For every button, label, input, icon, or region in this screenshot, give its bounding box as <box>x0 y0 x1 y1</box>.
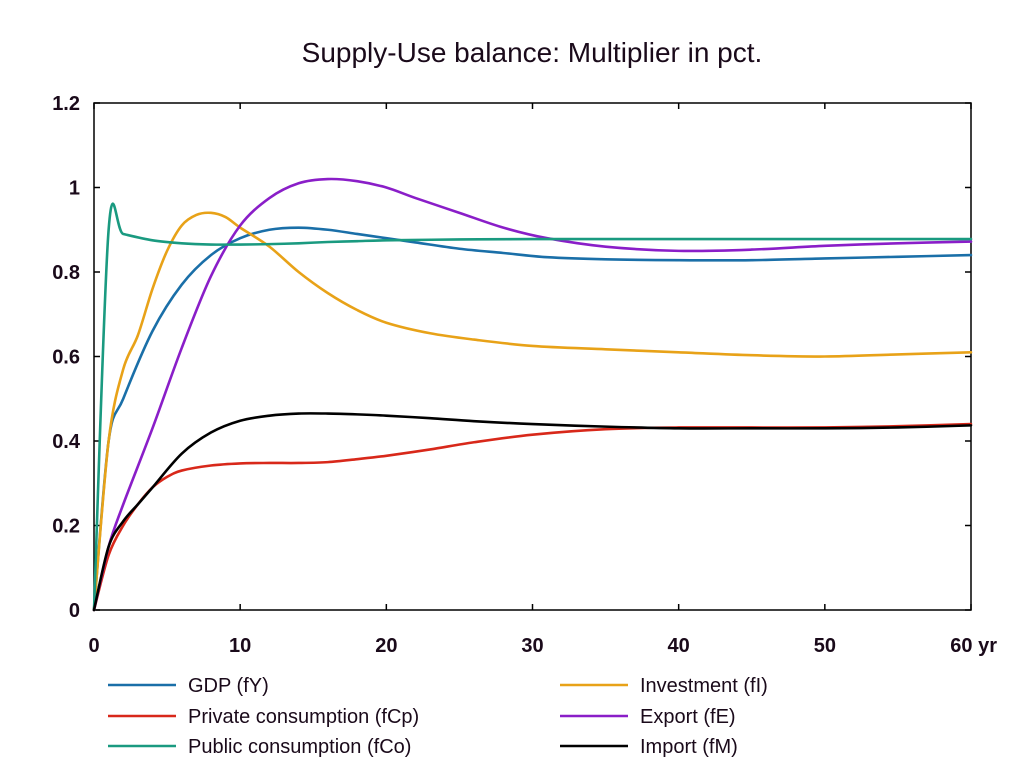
legend-label: Private consumption (fCp) <box>188 706 419 728</box>
series-line-import <box>92 412 973 612</box>
legend: GDP (fY) Investment (fI) Private consumpti… <box>108 675 768 758</box>
legend-label: Investment (fI) <box>640 675 768 697</box>
y-tick-label: 1.2 <box>52 93 80 115</box>
legend-label: Public consumption (fCo) <box>188 736 411 758</box>
axis-ticks: 0 0.2 0.4 0.6 0.8 1 1.2 0 10 20 30 40 50 60 yr <box>52 93 997 657</box>
y-tick-label: 0 <box>69 600 80 622</box>
series-line-public-consumption <box>92 202 973 612</box>
y-tick-label: 0.2 <box>52 516 80 538</box>
legend-label: Export (fE) <box>640 706 736 728</box>
legend-label: Import (fM) <box>640 736 738 758</box>
legend-item-private-consumption: Private consumption (fCp) <box>108 706 419 728</box>
x-tick-label: 30 <box>521 635 543 657</box>
legend-item-export: Export (fE) <box>560 706 736 728</box>
y-tick-label: 0.4 <box>52 431 81 453</box>
series-line-private-consumption <box>92 422 973 612</box>
legend-item-gdp: GDP (fY) <box>108 675 269 697</box>
plot-area: 0 0.2 0.4 0.6 0.8 1 1.2 0 10 20 30 40 50 60 yr <box>52 93 997 657</box>
x-tick-label: 0 <box>88 635 99 657</box>
y-tick-label: 0.6 <box>52 347 80 369</box>
x-tick-label: 20 <box>375 635 397 657</box>
x-tick-label: 60 yr <box>950 635 997 657</box>
chart-title: Supply-Use balance: Multiplier in pct. <box>302 37 763 68</box>
series-lines <box>92 177 973 612</box>
y-tick-label: 1 <box>69 178 80 200</box>
y-tick-label: 0.8 <box>52 262 80 284</box>
series-line-investment <box>92 211 973 612</box>
x-tick-label: 10 <box>229 635 251 657</box>
x-tick-label: 50 <box>814 635 836 657</box>
legend-item-import: Import (fM) <box>560 736 738 758</box>
legend-item-investment: Investment (fI) <box>560 675 768 697</box>
series-line-gdp <box>92 226 973 612</box>
legend-item-public-consumption: Public consumption (fCo) <box>108 736 411 758</box>
legend-label: GDP (fY) <box>188 675 269 697</box>
x-tick-label: 40 <box>668 635 690 657</box>
series-line-export <box>92 177 973 612</box>
